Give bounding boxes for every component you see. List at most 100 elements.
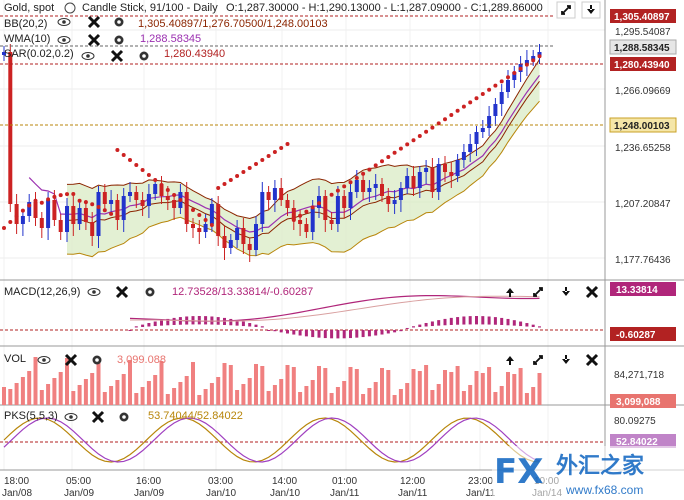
volume-bar [153,375,158,405]
sar-dot [241,170,246,174]
close-icon[interactable] [91,410,105,424]
candle-body [102,192,107,204]
close-icon[interactable] [585,285,599,299]
sar-dot [461,104,466,109]
ohlc-readout: O:1,287.30000 - H:1,290.13000 - L:1,287.… [226,2,543,14]
arrow-up-icon[interactable] [506,356,514,365]
date-tick: Jan/08 [2,488,32,499]
watermark-brand: FX [494,452,543,492]
candle-body [493,104,498,116]
eye-icon[interactable] [64,2,76,14]
sar-badge [610,57,676,71]
sar-dot [134,163,139,167]
macd-histogram-bar [166,318,170,326]
macd-histogram-bar [292,330,296,335]
macd-histogram-bar [393,330,397,333]
sar-dot [373,163,378,168]
macd-histogram-bar [519,321,523,327]
macd-histogram-bar [311,330,315,338]
arrow-down-icon[interactable] [562,355,570,364]
candle-body [474,132,479,144]
arrow-down-icon[interactable] [562,287,570,296]
expand-icon[interactable] [556,1,576,19]
gear-icon[interactable] [92,355,102,365]
time-tick: 14:00 [272,476,297,487]
candle-body [165,196,170,200]
sar-dot [323,197,328,201]
sar-value: 1,280.43940 [164,48,225,60]
close-icon[interactable] [64,353,78,367]
sar-dot [254,162,258,166]
arrow-down-icon[interactable] [581,1,601,19]
arrow-up-icon[interactable] [506,288,514,297]
gear-icon[interactable] [114,17,124,27]
macd-histogram-bar [197,316,201,325]
sar-dot [317,201,321,206]
close-icon[interactable] [87,33,101,47]
eye-icon[interactable] [57,36,71,44]
volume-bar [506,372,510,405]
macd-histogram-bar [134,326,138,328]
sar-dot [102,208,107,213]
wma-badge-text: 1,288.58345 [614,43,670,54]
candle-body [266,192,271,200]
sar-dot [455,108,460,113]
close-icon[interactable] [110,49,124,63]
candle-body [216,204,221,236]
candle-body [398,188,403,200]
gear-icon[interactable] [139,51,149,61]
volume-bar [209,383,214,405]
sar-dot [380,159,384,164]
close-icon[interactable] [87,15,101,29]
volume-bar [159,361,164,405]
volume-bar [8,389,13,405]
volume-bar [373,382,378,405]
date-tick: Jan/11 [466,488,496,499]
candle-body [140,200,145,206]
macd-signal-line [129,295,540,322]
sar-dot [531,58,536,63]
eye-icon[interactable] [64,413,78,421]
gear-icon[interactable] [119,412,129,422]
candle-body [436,164,441,192]
candle-body [2,52,6,55]
sar-dot [436,121,441,126]
eye-icon[interactable] [87,288,101,296]
price-grid [0,0,605,470]
chart-type-label: Candle Stick, 91/100 - Daily [82,2,218,14]
macd-histogram-bar [147,323,151,327]
sar-dot [203,218,208,222]
volume-bar [361,394,366,405]
expand-icon[interactable] [533,355,543,365]
sar-dot [52,194,57,199]
gear-icon[interactable] [114,35,124,45]
macd-signal-badge-text: -0.60287 [616,330,656,341]
price-axis: 1,295.54087 1,266.09669 1,236.65258 1,20… [609,9,677,266]
volume-bar [121,374,126,405]
sar-dot [2,226,6,230]
candle-body [373,184,378,188]
sar-dot [272,150,277,154]
gear-icon[interactable] [145,287,155,297]
candlestick-series [2,44,542,262]
volume-bar [335,387,340,405]
macd-histogram-bar [506,318,510,326]
time-tick: 23:00 [468,476,493,487]
eye-icon[interactable] [57,18,71,26]
expand-icon[interactable] [533,287,543,297]
sar-dot [153,178,158,182]
candle-body [77,208,82,224]
eye-icon[interactable] [81,52,95,60]
candle-body [228,240,233,248]
volume-bar [499,386,504,405]
candle-body [361,180,366,192]
close-icon[interactable] [115,285,129,299]
sar-dot [27,203,32,208]
reference-lines [0,15,605,126]
macd-histogram-bar [286,330,289,334]
eye-icon[interactable] [37,356,51,364]
volume-bar [424,365,429,405]
sar-dot [172,193,177,197]
sar-dot [443,117,447,122]
close-icon[interactable] [585,353,599,367]
